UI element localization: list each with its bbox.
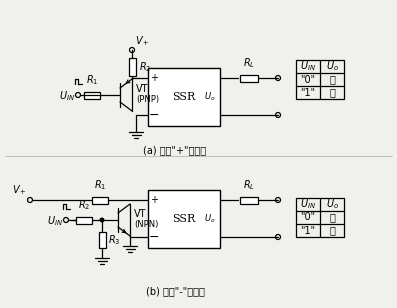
Text: "0": "0": [301, 75, 316, 84]
Text: $U_o$: $U_o$: [326, 198, 339, 211]
Text: "1": "1": [301, 87, 316, 98]
Bar: [240, 197, 258, 204]
Text: +: +: [150, 195, 158, 205]
Text: (b) 控制"-"输入端: (b) 控制"-"输入端: [146, 286, 204, 296]
Text: $V_+$: $V_+$: [12, 183, 27, 197]
Text: (NPN): (NPN): [134, 220, 158, 229]
Bar: [84, 91, 100, 99]
Text: +: +: [150, 73, 158, 83]
Text: $R_L$: $R_L$: [243, 56, 255, 70]
Text: "0": "0": [301, 213, 316, 222]
Text: $U_{IN}$: $U_{IN}$: [47, 214, 63, 228]
Text: $U_o$: $U_o$: [204, 91, 216, 103]
Text: $U_{IN}$: $U_{IN}$: [300, 60, 316, 73]
Text: VT: VT: [134, 209, 146, 219]
Text: $R_1$: $R_1$: [94, 178, 106, 192]
Bar: [98, 232, 106, 248]
Bar: [148, 68, 220, 126]
Text: −: −: [149, 230, 159, 244]
Text: SSR: SSR: [172, 214, 196, 224]
Text: $R_L$: $R_L$: [243, 178, 255, 192]
Text: $U_o$: $U_o$: [326, 60, 339, 73]
Text: 通: 通: [329, 225, 335, 236]
Bar: [129, 58, 135, 76]
Text: VT: VT: [136, 84, 148, 94]
Text: "1": "1": [301, 225, 316, 236]
Text: $R_2$: $R_2$: [139, 60, 151, 74]
Text: $R_1$: $R_1$: [86, 73, 98, 87]
Bar: [76, 217, 92, 224]
Text: 断: 断: [329, 213, 335, 222]
Text: $V_+$: $V_+$: [135, 34, 150, 48]
Text: SSR: SSR: [172, 92, 196, 102]
Text: −: −: [149, 108, 159, 121]
Bar: [92, 197, 108, 204]
Text: 断: 断: [329, 87, 335, 98]
Bar: [240, 75, 258, 82]
Text: 通: 通: [329, 75, 335, 84]
Text: (a) 控制"+"输入端: (a) 控制"+"输入端: [143, 145, 206, 155]
Text: $U_o$: $U_o$: [204, 213, 216, 225]
Text: $U_{IN}$: $U_{IN}$: [300, 198, 316, 211]
Bar: [148, 190, 220, 248]
Text: (PNP): (PNP): [136, 95, 159, 103]
Text: $R_3$: $R_3$: [108, 233, 121, 247]
Text: $R_2$: $R_2$: [78, 198, 90, 212]
Circle shape: [100, 218, 104, 222]
Text: $U_{IN}$: $U_{IN}$: [59, 89, 75, 103]
